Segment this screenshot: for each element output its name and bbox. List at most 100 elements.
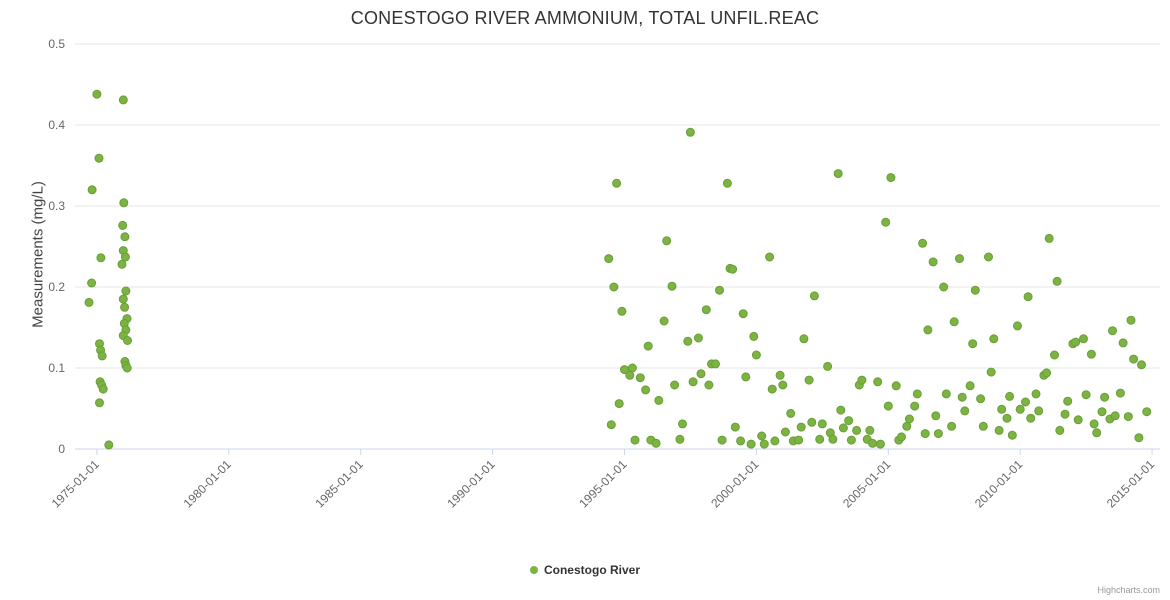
data-point[interactable] (965, 381, 975, 391)
data-point[interactable] (902, 421, 912, 431)
data-point[interactable] (1142, 407, 1152, 417)
data-point[interactable] (104, 440, 114, 450)
data-point[interactable] (931, 411, 941, 421)
data-point[interactable] (701, 305, 711, 315)
data-point[interactable] (1086, 349, 1096, 359)
data-point[interactable] (833, 169, 843, 179)
data-point[interactable] (886, 173, 896, 183)
data-point[interactable] (617, 306, 627, 316)
data-point[interactable] (949, 317, 959, 327)
data-point[interactable] (730, 422, 740, 432)
data-point[interactable] (1050, 350, 1059, 360)
data-point[interactable] (96, 253, 106, 263)
data-point[interactable] (836, 405, 846, 415)
data-point[interactable] (865, 425, 875, 435)
data-point[interactable] (1137, 360, 1146, 370)
data-point[interactable] (1034, 406, 1044, 416)
data-point[interactable] (939, 282, 949, 292)
data-point[interactable] (741, 372, 751, 382)
data-point[interactable] (786, 408, 796, 418)
data-point[interactable] (868, 438, 877, 448)
data-point[interactable] (118, 220, 128, 230)
data-point[interactable] (120, 232, 130, 242)
data-point[interactable] (118, 95, 128, 105)
data-point[interactable] (1089, 419, 1099, 429)
data-point[interactable] (807, 417, 817, 427)
data-point[interactable] (715, 285, 724, 295)
data-point[interactable] (711, 359, 720, 369)
data-point[interactable] (804, 375, 814, 385)
data-point[interactable] (775, 370, 785, 380)
data-point[interactable] (612, 178, 622, 188)
data-point[interactable] (696, 369, 706, 379)
data-point[interactable] (1100, 392, 1110, 402)
data-point[interactable] (609, 282, 619, 292)
data-point[interactable] (838, 423, 848, 433)
data-point[interactable] (688, 377, 698, 387)
data-point[interactable] (625, 370, 635, 380)
data-point[interactable] (123, 336, 132, 345)
data-point[interactable] (1021, 397, 1030, 407)
data-point[interactable] (693, 333, 703, 343)
data-point[interactable] (736, 436, 746, 446)
data-point[interactable] (809, 291, 819, 301)
data-point[interactable] (606, 420, 616, 430)
data-point[interactable] (1108, 326, 1117, 336)
data-point[interactable] (1060, 409, 1070, 419)
data-point[interactable] (1071, 337, 1081, 347)
data-point[interactable] (828, 434, 838, 444)
data-point[interactable] (846, 435, 856, 445)
data-point[interactable] (722, 178, 732, 188)
data-point[interactable] (1126, 315, 1136, 325)
data-point[interactable] (910, 401, 920, 411)
data-point[interactable] (651, 438, 661, 448)
data-point[interactable] (704, 380, 714, 390)
data-point[interactable] (941, 389, 951, 399)
data-point[interactable] (1031, 389, 1041, 399)
data-point[interactable] (904, 414, 914, 424)
data-point[interactable] (1015, 404, 1025, 414)
data-point[interactable] (117, 259, 127, 269)
data-point[interactable] (1052, 276, 1062, 286)
data-point[interactable] (970, 285, 980, 295)
data-point[interactable] (778, 380, 788, 390)
data-point[interactable] (947, 421, 957, 431)
data-point[interactable] (118, 294, 128, 304)
legend-item-conestogo-river[interactable]: Conestogo River (529, 563, 640, 577)
data-point[interactable] (675, 434, 685, 444)
data-point[interactable] (883, 401, 893, 411)
data-point[interactable] (891, 381, 901, 391)
data-point[interactable] (1005, 391, 1015, 401)
data-point[interactable] (92, 89, 102, 99)
data-point[interactable] (667, 281, 677, 291)
data-point[interactable] (98, 384, 108, 394)
data-point[interactable] (757, 431, 767, 441)
data-point[interactable] (614, 399, 624, 409)
data-point[interactable] (1002, 413, 1012, 423)
data-point[interactable] (728, 264, 738, 274)
data-point[interactable] (767, 384, 777, 394)
data-point[interactable] (1123, 412, 1133, 422)
data-point[interactable] (95, 398, 104, 408)
data-point[interactable] (984, 252, 993, 262)
data-point[interactable] (662, 236, 672, 246)
data-point[interactable] (87, 278, 97, 288)
data-point[interactable] (1079, 334, 1088, 344)
data-point[interactable] (997, 404, 1007, 414)
data-point[interactable] (873, 377, 883, 387)
data-point[interactable] (1115, 388, 1125, 398)
data-point[interactable] (799, 334, 809, 344)
data-point[interactable] (738, 309, 748, 319)
data-point[interactable] (986, 367, 996, 377)
data-point[interactable] (685, 127, 695, 137)
data-point[interactable] (933, 429, 943, 439)
data-point[interactable] (920, 429, 930, 439)
data-point[interactable] (923, 325, 933, 335)
data-point[interactable] (759, 439, 769, 449)
data-point[interactable] (1042, 368, 1052, 378)
data-point[interactable] (957, 392, 967, 402)
data-point[interactable] (815, 434, 825, 444)
data-point[interactable] (1007, 430, 1017, 440)
data-point[interactable] (918, 238, 928, 248)
data-point[interactable] (120, 302, 130, 312)
